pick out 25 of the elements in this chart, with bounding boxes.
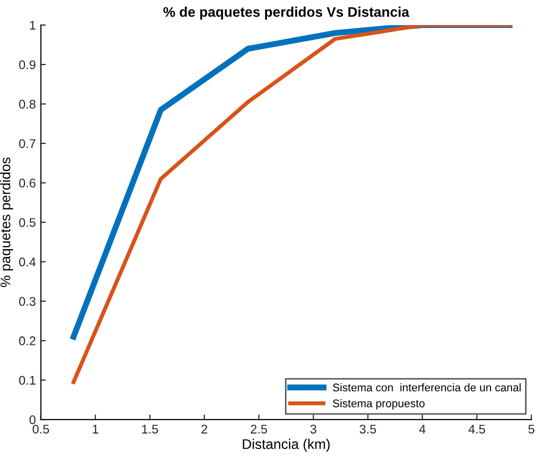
y-tick-label: 0.3	[19, 296, 36, 306]
y-tick-label: 0.7	[19, 139, 36, 148]
chart-title: % de paquetes perdidos Vs Distancia	[163, 6, 410, 20]
x-tick-label: 1	[92, 424, 98, 434]
y-tick-label: 0.6	[19, 178, 36, 188]
y-tick-label: 1	[30, 21, 36, 30]
y-tick-label: 0.4	[19, 258, 36, 266]
y-tick-label: 0.1	[19, 376, 36, 385]
legend-label: Sistema con interferencia de un canal	[332, 383, 521, 392]
y-tick-label: 0.9	[19, 60, 36, 70]
y-tick-label: 0.5	[19, 218, 36, 227]
x-tick-label: 2	[202, 424, 208, 434]
x-tick-label: 1.5	[142, 424, 158, 434]
x-tick-label: 3.5	[360, 424, 376, 434]
x-axis-title: Distancia (km)	[242, 438, 330, 452]
y-axis-title: % paquetes perdidos	[0, 158, 14, 288]
y-tick-label: 0.8	[19, 100, 36, 109]
y-tick-label: 0.2	[19, 336, 36, 346]
legend-label: Sistema propuesto	[332, 399, 425, 410]
x-tick-label: 5	[528, 424, 534, 434]
y-tick-label: 0	[30, 415, 36, 424]
x-tick-label: 4.5	[468, 424, 486, 434]
x-tick-label: 3	[310, 424, 316, 434]
x-tick-label: 2.5	[250, 424, 268, 434]
x-tick-label: 4	[419, 424, 426, 434]
